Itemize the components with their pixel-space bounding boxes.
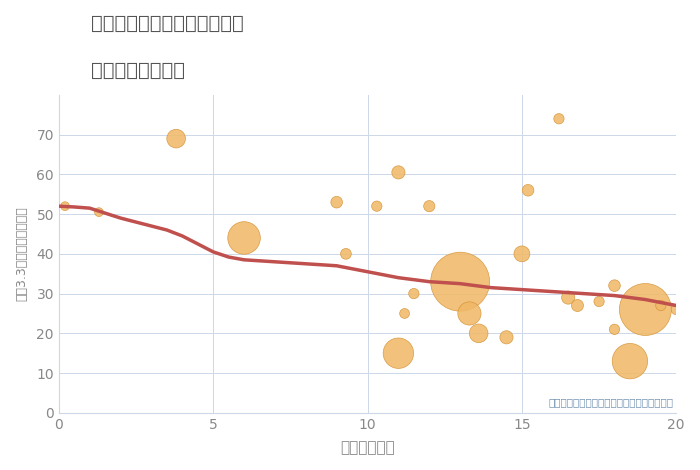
Point [473, 329, 484, 337]
Point [671, 306, 682, 313]
Point [171, 135, 182, 142]
Point [464, 310, 475, 317]
Point [340, 250, 351, 258]
Point [624, 357, 636, 365]
Point [517, 250, 528, 258]
X-axis label: 駅距離（分）: 駅距離（分） [340, 440, 395, 455]
Point [93, 208, 104, 216]
Point [640, 306, 651, 313]
Point [501, 334, 512, 341]
Point [609, 326, 620, 333]
Point [60, 203, 71, 210]
Point [594, 298, 605, 306]
Y-axis label: 坪（3.3㎡）単価（万円）: 坪（3.3㎡）単価（万円） [15, 206, 28, 301]
Point [572, 302, 583, 309]
Point [331, 198, 342, 206]
Point [655, 302, 666, 309]
Text: 円の大きさは、取引のあった物件面積を示す: 円の大きさは、取引のあった物件面積を示す [548, 397, 673, 407]
Point [393, 169, 404, 176]
Point [393, 349, 404, 357]
Point [609, 282, 620, 290]
Point [371, 203, 382, 210]
Point [522, 187, 533, 194]
Point [454, 278, 466, 285]
Point [553, 115, 564, 123]
Point [239, 234, 250, 242]
Text: 奈良県奈良市田原春日野町の: 奈良県奈良市田原春日野町の [91, 14, 244, 33]
Point [563, 294, 574, 301]
Text: 駅距離別土地価格: 駅距離別土地価格 [91, 61, 185, 80]
Point [408, 290, 419, 298]
Point [424, 203, 435, 210]
Point [399, 310, 410, 317]
